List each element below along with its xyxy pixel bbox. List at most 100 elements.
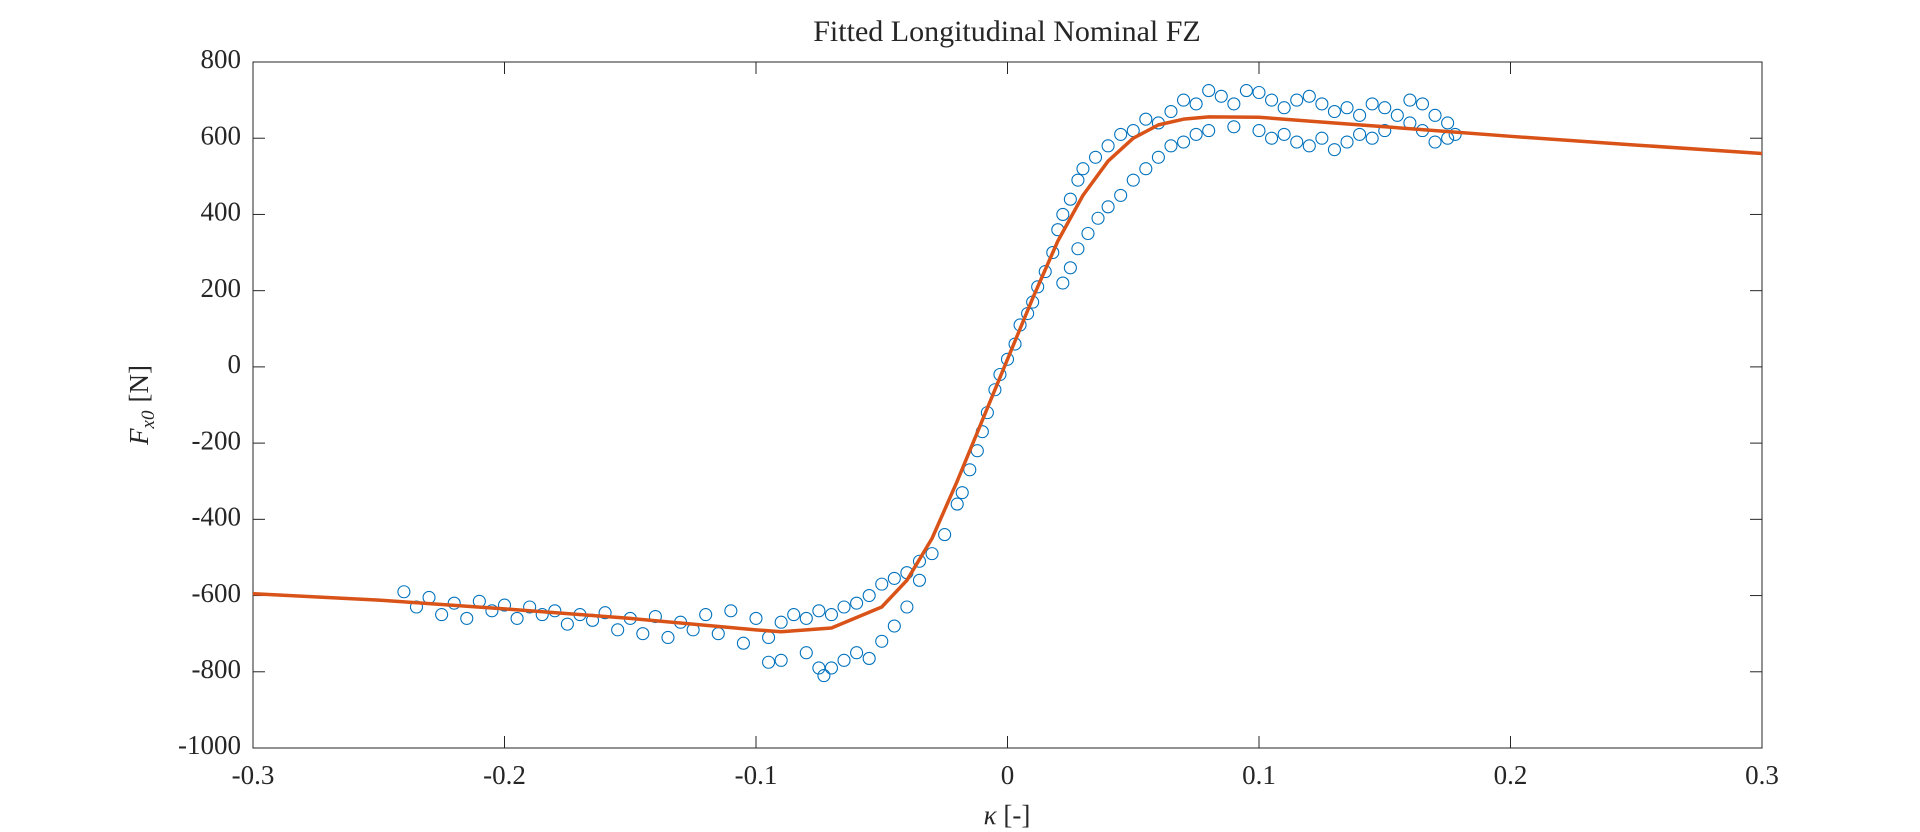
y-label-unit: [N] — [124, 365, 154, 402]
data-point — [774, 615, 788, 629]
data-point — [925, 547, 939, 561]
data-point — [912, 573, 927, 587]
y-label-symbol: F — [124, 428, 154, 446]
data-point — [435, 608, 449, 622]
data-point — [1340, 101, 1354, 115]
data-point — [799, 611, 813, 625]
data-point — [497, 598, 512, 612]
data-point — [485, 604, 499, 618]
data-point — [850, 596, 864, 610]
data-point — [1441, 116, 1455, 130]
data-point — [1063, 261, 1077, 275]
data-point — [510, 611, 524, 625]
data-point — [447, 596, 461, 610]
data-point — [955, 486, 969, 500]
y-axis-label: Fx0 [N] — [124, 365, 159, 446]
fit-line — [252, 115, 1763, 634]
data-point — [950, 497, 964, 511]
x-tick-label: -0.3 — [232, 760, 275, 790]
x-tick-label: 0.3 — [1745, 760, 1779, 790]
data-point — [1091, 211, 1105, 225]
y-tick-label: 200 — [201, 273, 242, 303]
data-point — [875, 634, 889, 648]
data-point — [1101, 200, 1115, 214]
data-point — [1202, 84, 1216, 98]
data-point — [837, 600, 851, 614]
data-point — [661, 630, 675, 645]
data-point — [1252, 85, 1266, 100]
data-point — [887, 571, 901, 585]
data-point — [736, 636, 750, 650]
data-point — [598, 606, 612, 620]
data-point — [409, 600, 424, 614]
y-tick-label: -400 — [192, 502, 242, 532]
data-point — [1071, 242, 1085, 256]
data-point — [1265, 93, 1279, 107]
data-point — [1031, 280, 1045, 294]
data-point — [1340, 135, 1354, 149]
data-point — [1088, 150, 1103, 164]
data-point — [988, 383, 1002, 397]
data-point — [1000, 352, 1015, 366]
x-label-symbol: κ — [984, 800, 998, 830]
x-tick-label: 0 — [1001, 760, 1015, 790]
y-tick-label: -800 — [192, 654, 242, 684]
data-point — [1378, 101, 1392, 115]
data-point — [1448, 127, 1462, 141]
data-point — [787, 608, 801, 622]
data-point — [1239, 84, 1253, 98]
data-point — [1063, 192, 1077, 206]
data-point — [1277, 101, 1291, 115]
y-label-subscript: x0 — [138, 410, 159, 429]
data-point — [1114, 127, 1128, 141]
data-point — [1177, 135, 1191, 149]
data-point — [1290, 93, 1304, 107]
data-point — [862, 651, 876, 665]
data-point — [1353, 108, 1367, 122]
chart-title: Fitted Longitudinal Nominal FZ — [813, 15, 1200, 48]
data-point — [887, 619, 901, 633]
x-tick-label: -0.2 — [483, 760, 526, 790]
x-label-unit: [-] — [1003, 800, 1030, 830]
data-point — [523, 600, 537, 614]
data-point — [1076, 162, 1090, 176]
data-point — [938, 528, 952, 542]
data-point — [862, 589, 876, 603]
data-point — [762, 655, 776, 669]
data-point — [1403, 93, 1417, 107]
data-point — [1302, 89, 1316, 103]
x-tick-label: 0.1 — [1242, 760, 1276, 790]
data-point — [1046, 246, 1060, 260]
data-point — [648, 609, 662, 624]
y-tick-label: -600 — [192, 578, 242, 608]
data-point — [1290, 135, 1304, 149]
data-point — [1227, 120, 1241, 134]
x-axis-label: κ [-] — [984, 800, 1031, 830]
data-point — [1126, 173, 1140, 187]
data-point — [724, 604, 738, 618]
data-point — [912, 554, 927, 568]
data-point — [1114, 188, 1128, 202]
plot-frame — [252, 61, 1763, 749]
data-point — [774, 653, 788, 667]
data-point — [535, 608, 549, 622]
data-point — [1353, 127, 1367, 141]
y-tick-label: 800 — [201, 44, 242, 74]
data-point — [749, 611, 763, 625]
data-point — [875, 577, 889, 591]
data-point — [1365, 97, 1379, 111]
data-point — [900, 600, 914, 614]
data-point — [812, 604, 826, 618]
data-point — [837, 653, 851, 667]
data-point — [1378, 124, 1392, 138]
data-point — [1081, 226, 1095, 241]
y-tick-label: 0 — [228, 349, 242, 379]
data-point — [1056, 276, 1070, 290]
y-tick-label: -1000 — [178, 730, 241, 760]
data-point — [812, 661, 826, 675]
y-tick-label: 600 — [201, 120, 242, 150]
data-point — [817, 669, 831, 683]
data-point — [1302, 139, 1316, 153]
y-tick-label: -200 — [192, 425, 242, 455]
